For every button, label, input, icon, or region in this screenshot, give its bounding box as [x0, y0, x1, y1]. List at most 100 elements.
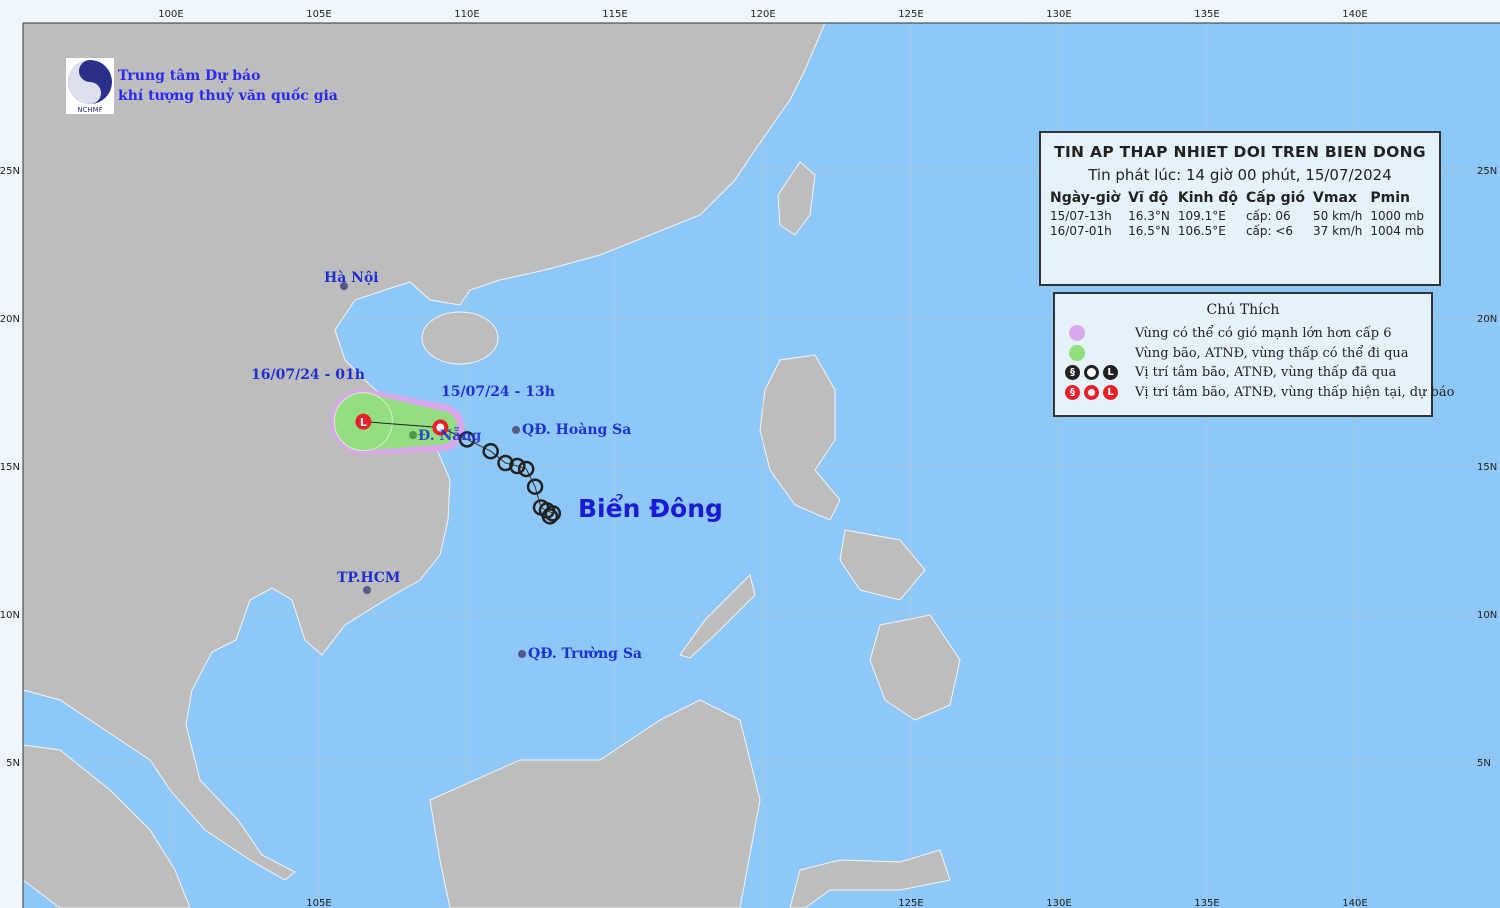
past-track-line — [440, 427, 554, 517]
past-position-marker — [497, 454, 514, 472]
lat-tick-label: 20N — [0, 314, 20, 325]
legend-item-current: § L Vị trí tâm bão, ATNĐ, vùng thấp hiện… — [1065, 382, 1454, 402]
past-position-marker — [482, 442, 499, 460]
city-dot — [409, 431, 417, 439]
table-header: Ngày-giờ Vĩ độ Kinh độ Cấp gió Vmax Pmin — [1050, 190, 1432, 209]
table-row: 15/07-13h 16.3°N 109.1°E cấp: 06 50 km/h… — [1050, 209, 1432, 224]
legend-item-cone: Vùng bão, ATNĐ, vùng thấp có thể đi qua — [1065, 343, 1409, 363]
col-vmax: Vmax — [1313, 190, 1357, 206]
city-dot — [340, 282, 348, 290]
legend: Chú Thích Vùng có thể có gió mạnh lớn hơ… — [1053, 292, 1454, 417]
cell: 106.5°E — [1177, 224, 1226, 238]
legend-title: Chú Thích — [1206, 302, 1280, 318]
label-forecast-time: 16/07/24 - 01h — [251, 367, 365, 383]
lat-tick-label: 10N — [0, 610, 20, 621]
green-circle-icon — [1069, 345, 1085, 361]
label-ha-noi: Hà Nội — [324, 270, 379, 286]
lon-tick-label-bottom: 135E — [1194, 898, 1219, 908]
bulletin-issued: Tin phát lúc: 14 giờ 00 phút, 15/07/2024 — [1088, 166, 1392, 184]
lon-tick-label: 100E — [158, 9, 183, 20]
luzon — [759, 354, 841, 521]
low-pressure-icon: L — [1103, 384, 1118, 400]
cell: 1000 mb — [1370, 209, 1425, 223]
typhoon-icon: § — [1065, 364, 1080, 380]
taiwan — [777, 161, 816, 236]
lon-tick-label-bottom: 130E — [1046, 898, 1071, 908]
cell: cấp: <6 — [1245, 224, 1294, 238]
agency-name: Trung tâm Dự báo khí tượng thuỷ văn quốc… — [118, 66, 338, 106]
bulletin-table: Ngày-giờ Vĩ độ Kinh độ Cấp gió Vmax Pmin… — [1050, 190, 1432, 239]
label-bien-dong: Biển Đông — [578, 494, 723, 523]
lat-tick-label-right: 25N — [1477, 166, 1497, 177]
legend-text: Vị trí tâm bão, ATNĐ, vùng thấp đã qua — [1135, 364, 1397, 380]
lat-tick-label: 15N — [0, 462, 20, 473]
sulawesi — [789, 849, 951, 908]
lon-tick-label-bottom: 105E — [306, 898, 331, 908]
city-dot — [518, 650, 526, 658]
cell: 1004 mb — [1370, 224, 1425, 238]
past-position-marker — [541, 508, 559, 525]
cell: 16.3°N — [1128, 209, 1170, 223]
cell: 16/07-01h — [1050, 224, 1112, 238]
past-position-marker — [458, 431, 476, 448]
lon-tick-label: 135E — [1194, 9, 1219, 20]
col-wind-level: Cấp gió — [1245, 190, 1306, 206]
sumatra — [22, 744, 191, 908]
legend-item-past: § L Vị trí tâm bão, ATNĐ, vùng thấp đã q… — [1065, 362, 1396, 382]
past-symbols: § L — [1065, 364, 1118, 380]
svg-text:NCHMF: NCHMF — [77, 106, 102, 114]
legend-text: Vùng bão, ATNĐ, vùng thấp có thể đi qua — [1135, 345, 1409, 361]
forecast-radius — [333, 392, 393, 452]
col-datetime: Ngày-giờ — [1050, 190, 1121, 206]
agency-name-line1: Trung tâm Dự báo — [118, 68, 261, 84]
lon-tick-label: 125E — [898, 9, 923, 20]
bulletin-box: TIN AP THAP NHIET DOI TREN BIEN DONG Tin… — [1039, 131, 1441, 286]
lon-tick-label: 105E — [306, 9, 331, 20]
agency-name-line2: khí tượng thuỷ văn quốc gia — [118, 88, 338, 104]
label-current-time: 15/07/24 - 13h — [441, 384, 555, 400]
low-pressure-icon: L — [1103, 364, 1118, 380]
cell: 15/07-13h — [1050, 209, 1112, 223]
lon-tick-label-bottom: 125E — [898, 898, 923, 908]
typhoon-icon: § — [1065, 384, 1080, 400]
current-symbols: § L — [1065, 384, 1118, 400]
axis-ticks: 100E 105E 110E 115E 120E 125E 130E 135E 140E 25N 2… — [0, 9, 1500, 908]
current-position-marker — [432, 419, 449, 436]
city-dot — [512, 426, 520, 434]
lat-tick-label-right: 10N — [1477, 610, 1497, 621]
col-lat: Vĩ độ — [1128, 190, 1169, 206]
bulletin-title: TIN AP THAP NHIET DOI TREN BIEN DONG — [1054, 143, 1426, 161]
past-position-marker — [509, 457, 526, 475]
lat-tick-label: 25N — [0, 166, 20, 177]
forecast-low-marker — [355, 413, 372, 430]
past-position-marker — [517, 460, 535, 478]
lon-tick-label-bottom: 140E — [1342, 898, 1367, 908]
label-hoang-sa: QĐ. Hoàng Sa — [522, 422, 632, 438]
lat-tick-label-right: 20N — [1477, 314, 1497, 325]
lon-tick-label: 110E — [454, 9, 479, 20]
mindanao — [869, 614, 961, 721]
city-dot — [363, 586, 371, 594]
cell: 37 km/h — [1313, 224, 1363, 238]
past-position-marker — [526, 478, 544, 495]
depression-circle-icon — [1084, 364, 1099, 380]
label-tp-hcm: TP.HCM — [337, 570, 401, 586]
forecast-cone — [334, 392, 458, 451]
lat-tick-label-right: 5N — [1477, 758, 1491, 769]
legend-text: Vùng có thể có gió mạnh lớn hơn cấp 6 — [1135, 325, 1392, 341]
past-position-marker — [544, 505, 562, 522]
lon-tick-label: 120E — [750, 9, 775, 20]
hainan — [421, 311, 499, 365]
forecast-track-line — [363, 421, 441, 429]
lon-tick-label: 115E — [602, 9, 627, 20]
lat-tick-label-right: 15N — [1477, 462, 1497, 473]
nchmf-logo: NCHMF — [66, 58, 114, 114]
legend-text: Vị trí tâm bão, ATNĐ, vùng thấp hiện tại… — [1135, 384, 1455, 400]
borneo — [429, 699, 761, 908]
label-da-nang: Đ. Nẵng — [418, 428, 482, 444]
col-pmin: Pmin — [1370, 190, 1411, 206]
legend-item-strong-wind: Vùng có thể có gió mạnh lớn hơn cấp 6 — [1065, 323, 1392, 343]
cell: 50 km/h — [1313, 209, 1363, 223]
storm-track: L — [330, 388, 562, 525]
low-pressure-icon: L — [360, 416, 367, 429]
